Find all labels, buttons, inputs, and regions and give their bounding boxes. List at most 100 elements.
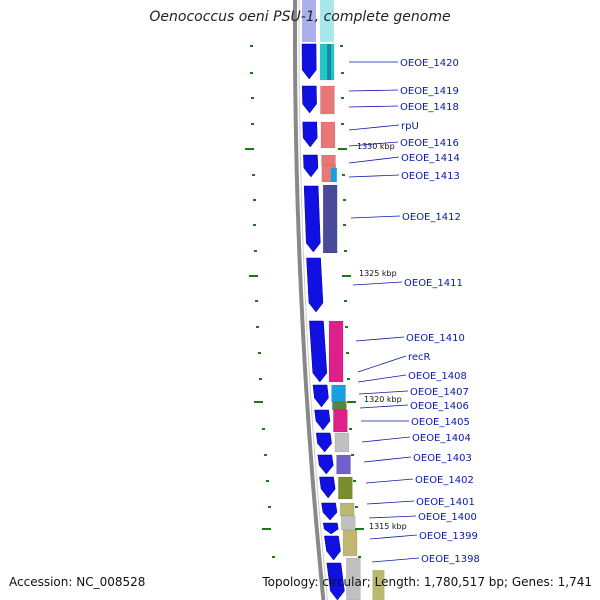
scale-tick-major: [347, 401, 356, 403]
scale-tick: [255, 300, 258, 302]
scale-label: 1320 kbp: [364, 395, 402, 404]
gene-arrow: [315, 432, 332, 453]
scale-tick: [262, 428, 265, 430]
gene-leader-line: [359, 404, 409, 409]
scale-tick-major: [355, 528, 364, 530]
cog-box: [328, 320, 344, 383]
gene-leader-line: [371, 557, 420, 563]
cog-box: [342, 529, 358, 557]
scale-label: 1330 kbp: [357, 142, 395, 151]
gene-arrow: [302, 121, 318, 148]
accession-text: Accession: NC_008528: [9, 575, 146, 589]
scale-tick: [341, 72, 344, 74]
gene-label: OEOE_1416: [400, 138, 459, 149]
scale-tick-major: [338, 148, 347, 150]
cog-box: [320, 85, 335, 115]
gene-label: OEOE_1414: [401, 153, 460, 164]
gene-leader-line: [348, 105, 399, 108]
scale-tick: [345, 326, 348, 328]
gene-leader-line: [361, 436, 411, 443]
scale-tick: [341, 97, 344, 99]
gene-label: OEOE_1411: [404, 278, 463, 289]
cog-box: [334, 432, 350, 453]
scale-tick: [250, 45, 253, 47]
gene-leader-line: [348, 141, 399, 147]
gene-leader-line: [358, 390, 409, 395]
scale-tick-major: [262, 528, 271, 530]
gene-arrow: [306, 257, 324, 313]
scale-tick: [343, 199, 346, 201]
scale-tick: [341, 123, 344, 125]
scale-tick: [353, 480, 356, 482]
scale-tick: [346, 352, 349, 354]
cog-box: [341, 515, 356, 531]
gene-label: OEOE_1401: [416, 497, 475, 508]
scale-tick: [259, 378, 262, 380]
gene-arrow: [309, 320, 328, 383]
gene-arrow: [326, 562, 345, 600]
gene-leader-line: [348, 174, 400, 178]
cog-box: [372, 570, 385, 600]
scale-tick: [251, 97, 254, 99]
scale-tick: [258, 352, 261, 354]
scale-tick: [266, 480, 269, 482]
gene-leader-line: [355, 336, 405, 342]
gene-arrow: [319, 476, 336, 499]
gene-leader-line: [357, 374, 407, 383]
scale-tick: [268, 506, 271, 508]
cog-box: [322, 184, 338, 254]
gene-label: OEOE_1407: [410, 387, 469, 398]
gene-arrow: [324, 535, 341, 561]
gene-leader-line: [352, 281, 403, 286]
scale-tick: [340, 45, 343, 47]
gene-label: rpU: [401, 121, 419, 132]
scale-tick: [344, 250, 347, 252]
scale-tick-major: [342, 275, 351, 277]
scale-tick: [272, 556, 275, 558]
gene-label: OEOE_1406: [410, 401, 469, 412]
scale-tick: [250, 72, 253, 74]
gene-leader-line: [369, 534, 418, 540]
gene-arrow: [303, 185, 321, 253]
scale-tick: [349, 428, 352, 430]
cog-box: [321, 154, 336, 166]
scale-tick: [344, 300, 347, 302]
scale-tick: [347, 378, 350, 380]
gene-label: OEOE_1402: [415, 475, 474, 486]
scale-tick: [264, 454, 267, 456]
gene-leader-line: [348, 156, 400, 164]
scale-tick-major: [245, 148, 254, 150]
scale-tick: [252, 174, 255, 176]
gene-arrow: [314, 409, 331, 431]
gene-arrow: [301, 43, 317, 80]
cog-box: [338, 476, 353, 500]
gene-arrow: [302, 0, 316, 42]
gene-leader-line: [366, 500, 415, 505]
cog-box: [333, 409, 348, 433]
scale-tick: [358, 556, 361, 558]
scale-tick-major: [254, 401, 263, 403]
gene-label: OEOE_1405: [411, 417, 470, 428]
scale-tick-major: [249, 275, 258, 277]
gene-label: OEOE_1413: [401, 171, 460, 182]
scale-tick: [343, 224, 346, 226]
cog-box: [320, 121, 336, 149]
gene-arrow: [321, 502, 338, 521]
cog-box: [346, 557, 361, 600]
cog-box: [332, 401, 347, 411]
scale-tick: [253, 224, 256, 226]
gene-label: OEOE_1420: [400, 58, 459, 69]
gene-arrow: [312, 384, 329, 408]
gene-label: OEOE_1403: [413, 453, 472, 464]
cog-box: [320, 0, 334, 42]
cog-box: [327, 44, 332, 80]
genome-backbone: [293, 0, 326, 600]
scale-tick: [355, 506, 358, 508]
cog-box: [330, 168, 337, 182]
gene-label: OEOE_1418: [400, 102, 459, 113]
cog-box: [339, 502, 355, 517]
gene-arrow: [302, 85, 317, 114]
gene-leader-line: [348, 89, 399, 92]
gene-leader-line: [365, 478, 414, 484]
